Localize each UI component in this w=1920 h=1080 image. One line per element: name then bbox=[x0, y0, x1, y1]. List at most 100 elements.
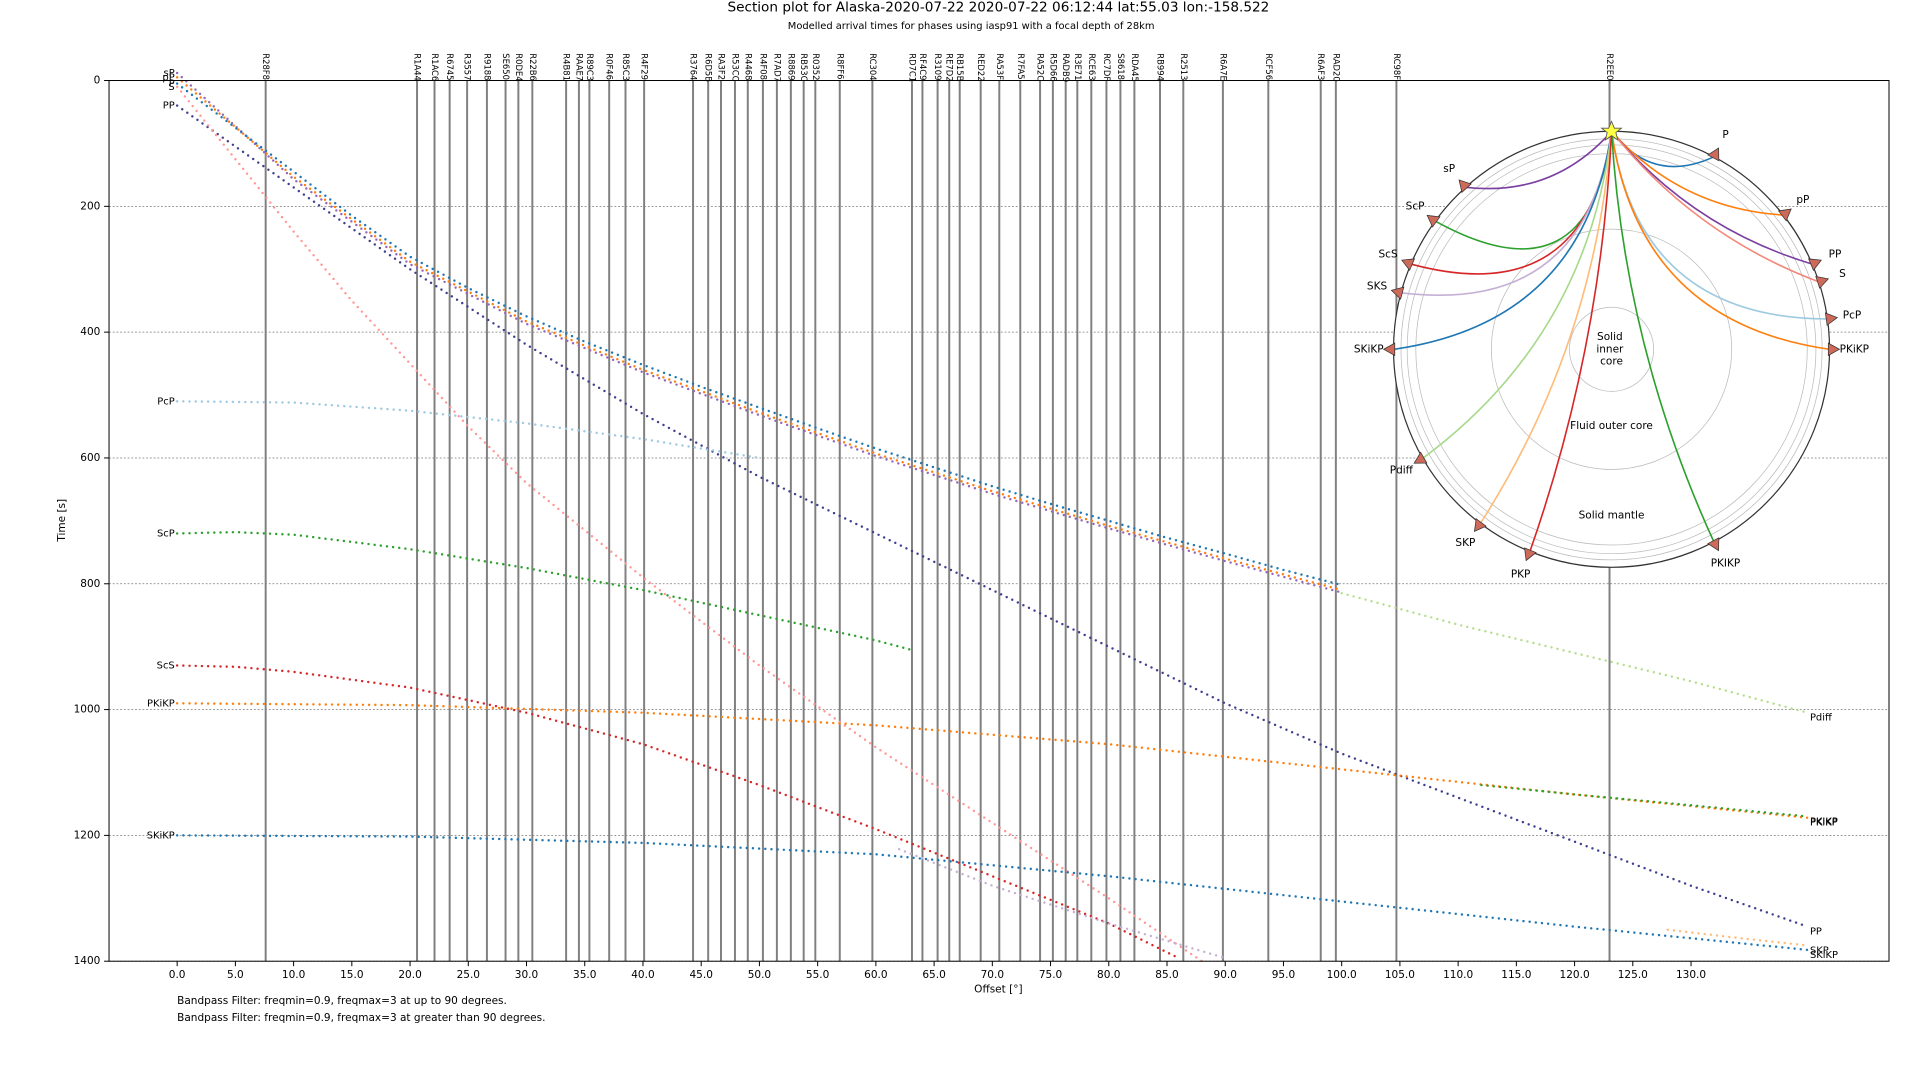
phase-curve bbox=[175, 71, 1343, 594]
ray-label: ScP bbox=[1406, 201, 1425, 213]
y-tick-label: 200 bbox=[80, 200, 100, 212]
ray-path bbox=[1479, 131, 1613, 524]
ray-path bbox=[1610, 130, 1820, 283]
station-label: RC98F bbox=[1392, 53, 1402, 80]
y-tick-label: 800 bbox=[80, 578, 100, 590]
station-label: R89C3 bbox=[585, 53, 595, 81]
x-tick-label: 85.0 bbox=[1155, 969, 1178, 981]
station-label: RED22 bbox=[976, 53, 986, 81]
station-marker bbox=[1827, 342, 1841, 357]
phase-label: sP bbox=[164, 68, 175, 79]
station-marker bbox=[1808, 258, 1822, 271]
station-marker bbox=[1382, 342, 1396, 357]
station-label: R5D66 bbox=[1048, 53, 1058, 81]
station-label: RADB9 bbox=[1061, 53, 1071, 82]
x-tick-label: 90.0 bbox=[1214, 969, 1237, 981]
x-tick-label: 100.0 bbox=[1327, 969, 1357, 981]
inner-core-boundary bbox=[1569, 306, 1655, 392]
phase-label: P bbox=[169, 79, 175, 90]
ray-label: PP bbox=[1829, 248, 1842, 260]
plot-frame bbox=[108, 80, 1890, 962]
ray-path bbox=[1610, 130, 1784, 216]
station-label: RB994 bbox=[1156, 53, 1166, 81]
station-label: R0DE4 bbox=[514, 53, 524, 81]
station-marker bbox=[1426, 214, 1441, 228]
phase-curve bbox=[1340, 591, 1809, 714]
station-marker bbox=[1390, 286, 1405, 300]
station-label: RD7C1 bbox=[907, 53, 917, 82]
station-label: R3557 bbox=[463, 53, 473, 80]
phase-curve bbox=[175, 400, 761, 460]
ray-label: SKiKP bbox=[1354, 343, 1384, 355]
ray-label: PKP bbox=[1511, 568, 1531, 580]
phase-label: pP bbox=[162, 72, 174, 83]
station-label: RC304 bbox=[868, 53, 878, 80]
station-label: R3109 bbox=[933, 53, 943, 80]
station-label: R53CC bbox=[730, 53, 740, 81]
x-tick-label: 20.0 bbox=[398, 969, 421, 981]
station-label: R9188 bbox=[482, 53, 492, 80]
x-tick-label: 35.0 bbox=[573, 969, 596, 981]
station-label: RC7DF bbox=[1102, 53, 1112, 81]
station-marker bbox=[1524, 547, 1537, 562]
phase-curve bbox=[175, 82, 1343, 587]
x-tick-label: 15.0 bbox=[340, 969, 363, 981]
station-marker bbox=[1401, 258, 1416, 271]
ray-label: ScS bbox=[1379, 248, 1398, 260]
plot-area: 0 200 400 600 800 1000 1200 1400 0.0 5.0 10.0 15.0 2… bbox=[74, 53, 1890, 981]
station-label: R4F29 bbox=[640, 53, 650, 80]
station-marker bbox=[1824, 312, 1839, 326]
station-label: R3764 bbox=[689, 53, 699, 80]
station-label: R6745 bbox=[445, 53, 455, 80]
phase-label: SKiKP bbox=[1810, 950, 1838, 961]
station-marker bbox=[1413, 451, 1428, 464]
region-label: Solid mantle bbox=[1579, 509, 1645, 521]
station-label: RCF56 bbox=[1264, 53, 1274, 80]
station-marker bbox=[1473, 518, 1487, 532]
station-label: RB15B bbox=[955, 53, 965, 81]
station-label: RA3F2 bbox=[716, 53, 726, 80]
x-axis-label: Offset [°] bbox=[974, 984, 1022, 996]
x-tick-label: 95.0 bbox=[1272, 969, 1295, 981]
ray-label: S bbox=[1839, 268, 1846, 280]
station-label: R2513 bbox=[1179, 53, 1189, 80]
station-label: RCE63 bbox=[1087, 53, 1097, 80]
x-tick-label: 30.0 bbox=[515, 969, 538, 981]
ray-path bbox=[1393, 131, 1613, 351]
phase-label: SKP bbox=[1810, 945, 1829, 956]
ray-label: PKIKP bbox=[1711, 558, 1741, 570]
station-label: R6D5B bbox=[704, 53, 714, 82]
phase-curve bbox=[175, 834, 1809, 952]
y-axis-label: Time [s] bbox=[56, 499, 68, 543]
station-label: R28F8 bbox=[261, 53, 271, 80]
station-label: R7AD7 bbox=[772, 53, 782, 82]
ray-label: sP bbox=[1443, 163, 1455, 175]
ray-label: PKiKP bbox=[1840, 343, 1869, 355]
x-tick-label: 65.0 bbox=[922, 969, 945, 981]
station-label: R4B81 bbox=[562, 53, 572, 81]
station-marker bbox=[1777, 208, 1792, 222]
x-tick-label: 40.0 bbox=[631, 969, 654, 981]
phase-curve bbox=[175, 85, 1204, 963]
y-tick-label: 400 bbox=[80, 326, 100, 338]
station-label: RAD20 bbox=[1331, 53, 1341, 81]
y-tick-label: 1000 bbox=[74, 704, 101, 716]
phase-label: ScS bbox=[157, 661, 175, 672]
x-tick-label: 75.0 bbox=[1039, 969, 1062, 981]
layer bbox=[1415, 153, 1808, 546]
station-label: RF4C9 bbox=[918, 53, 928, 80]
x-tick-label: 45.0 bbox=[689, 969, 712, 981]
station-label: R1A44 bbox=[413, 53, 423, 81]
region-label-line: inner bbox=[1596, 343, 1624, 355]
phase-label: PcP bbox=[157, 396, 174, 407]
region-label-line: Solid bbox=[1597, 331, 1623, 343]
ray-path bbox=[1465, 130, 1613, 190]
station-label: RB53C bbox=[799, 53, 809, 81]
station-label: R1AC6 bbox=[430, 53, 440, 81]
x-tick-label: 50.0 bbox=[748, 969, 771, 981]
x-tick-label: 105.0 bbox=[1385, 969, 1415, 981]
station-marker bbox=[1707, 147, 1720, 162]
x-tick-label: 55.0 bbox=[806, 969, 829, 981]
x-tick-label: 60.0 bbox=[864, 969, 887, 981]
source-star bbox=[1600, 120, 1623, 141]
